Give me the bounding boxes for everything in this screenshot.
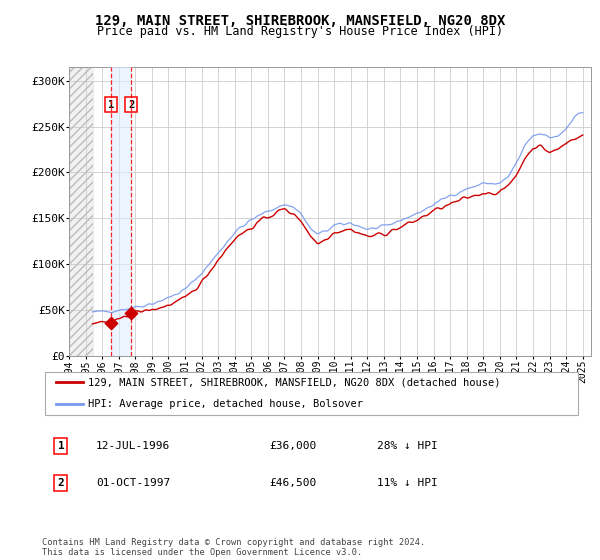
Text: HPI: Average price, detached house, Bolsover: HPI: Average price, detached house, Bols… (88, 399, 363, 409)
Bar (111, 67, 131, 356)
Point (106, 318, 116, 327)
Text: 129, MAIN STREET, SHIREBROOK, MANSFIELD, NG20 8DX: 129, MAIN STREET, SHIREBROOK, MANSFIELD,… (95, 14, 505, 28)
Text: 11% ↓ HPI: 11% ↓ HPI (377, 478, 437, 488)
Bar (69, 67, 92, 356)
Text: 129, MAIN STREET, SHIREBROOK, MANSFIELD, NG20 8DX (detached house): 129, MAIN STREET, SHIREBROOK, MANSFIELD,… (88, 377, 500, 388)
Point (127, 309, 136, 318)
Text: Price paid vs. HM Land Registry's House Price Index (HPI): Price paid vs. HM Land Registry's House … (97, 25, 503, 38)
FancyBboxPatch shape (45, 372, 578, 415)
Text: 1: 1 (58, 441, 64, 451)
Text: 2: 2 (128, 100, 134, 110)
Text: Contains HM Land Registry data © Crown copyright and database right 2024.
This d: Contains HM Land Registry data © Crown c… (42, 538, 425, 557)
Bar (69, 67, 92, 356)
Text: 2: 2 (58, 478, 64, 488)
Text: 12-JUL-1996: 12-JUL-1996 (96, 441, 170, 451)
Text: 28% ↓ HPI: 28% ↓ HPI (377, 441, 437, 451)
Text: 01-OCT-1997: 01-OCT-1997 (96, 478, 170, 488)
Text: £36,000: £36,000 (269, 441, 316, 451)
Text: 1: 1 (108, 100, 114, 110)
Text: £46,500: £46,500 (269, 478, 316, 488)
